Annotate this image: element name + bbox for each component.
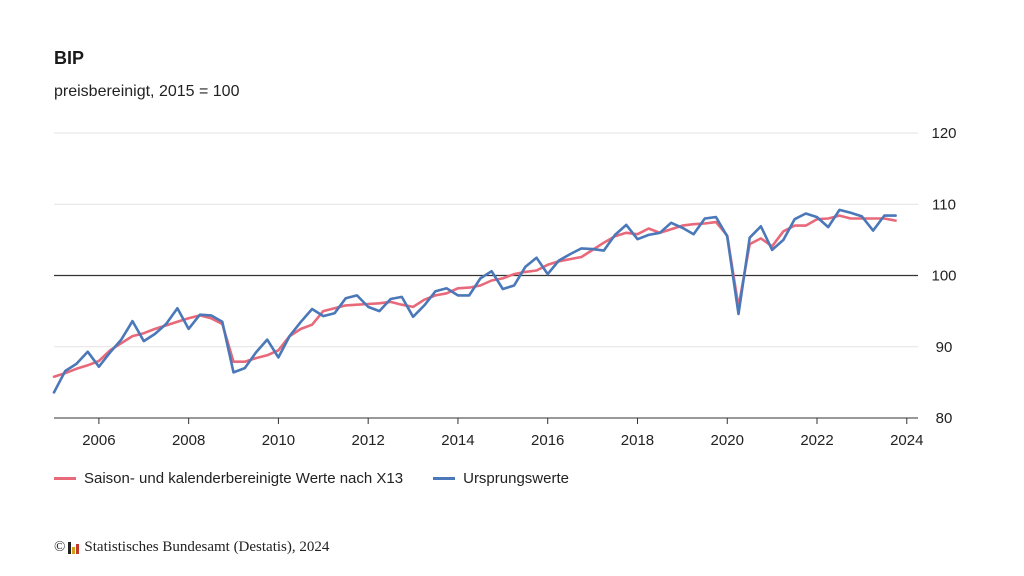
legend: Saison- und kalenderbereinigte Werte nac… [54,470,599,487]
grid-layer [54,132,918,348]
destatis-logo-icon [68,541,80,554]
y-tick-label: 110 [932,196,956,213]
y-tick-label: 100 [931,268,956,285]
x-tick-label: 2018 [621,432,654,449]
x-tick-label: 2014 [441,432,474,449]
source-footer: © Statistisches Bundesamt (Destatis), 20… [54,539,329,556]
legend-label-original: Ursprungswerte [463,470,569,487]
source-text: Statistisches Bundesamt (Destatis), 2024 [84,539,330,555]
x-tick-label: 2016 [531,432,564,449]
series-line-seasonal [52,214,897,378]
legend-item-seasonal[interactable]: Saison- und kalenderbereinigte Werte nac… [54,470,403,487]
chart-title: BIP [54,48,85,68]
y-tick-label: 80 [936,410,953,427]
x-tick-label: 2010 [262,432,295,449]
chart-subtitle: preisbereinigt, 2015 = 100 [54,83,240,100]
series-line-original [52,208,897,394]
x-tick-label: 2022 [800,432,833,449]
x-tick-label: 2006 [82,432,115,449]
copyright-symbol: © [54,539,66,555]
axis-layer: 80 90 100 110 120 2006 2008 2010 2012 2014 2016 201… [54,125,957,449]
legend-swatch-original [433,477,456,480]
legend-item-original[interactable]: Ursprungswerte [433,470,569,487]
x-tick-label: 2012 [351,432,384,449]
legend-swatch-seasonal [54,477,76,480]
x-tick-label: 2024 [890,432,923,449]
y-tick-label: 90 [936,339,953,356]
legend-label-seasonal: Saison- und kalenderbereinigte Werte nac… [84,470,404,487]
x-tick-label: 2020 [711,432,744,449]
series-layer [52,208,897,394]
x-tick-label: 2008 [172,432,205,449]
y-tick-label: 120 [931,125,956,142]
